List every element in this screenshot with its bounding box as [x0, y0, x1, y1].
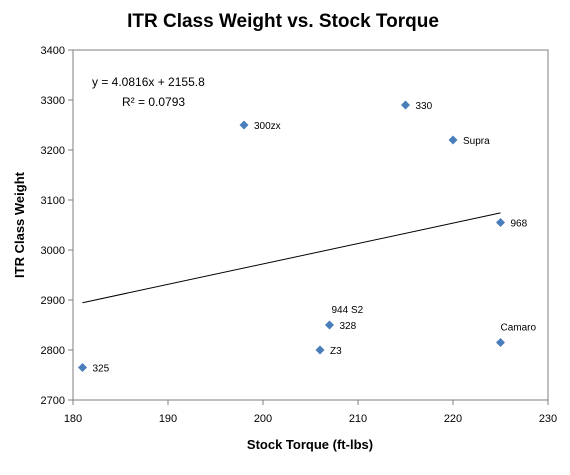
y-tick-label: 3000 — [41, 245, 65, 257]
data-point-marker — [78, 363, 87, 372]
data-point-marker — [239, 120, 249, 130]
data-points: 325 300zx Z3 944 S2 328 330 Supra 968 Camaro — [78, 100, 537, 375]
y-tick-label: 2900 — [41, 295, 65, 307]
data-point-label: 328 — [340, 321, 357, 332]
data-point-label: Supra — [463, 136, 490, 147]
y-tick-label: 3300 — [41, 95, 65, 107]
data-point-label: 944 S2 — [332, 305, 364, 316]
data-point-marker — [496, 338, 505, 347]
y-tick-label: 3400 — [41, 45, 65, 57]
chart-title: ITR Class Weight vs. Stock Torque — [127, 11, 439, 32]
axis-ticks: 2700 2800 2900 3000 3100 3200 3300 3400 180 190 20… — [41, 45, 558, 425]
x-tick-label: 220 — [444, 413, 462, 425]
data-point-label: 330 — [416, 101, 433, 112]
data-point-marker — [401, 100, 410, 110]
data-point-marker — [325, 320, 334, 330]
x-tick-label: 200 — [254, 413, 272, 425]
x-tick-label: 210 — [349, 413, 367, 425]
y-tick-label: 2800 — [41, 345, 65, 357]
trend-r-squared: R² = 0.0793 — [122, 95, 185, 109]
x-tick-label: 180 — [64, 413, 82, 425]
y-tick-label: 2700 — [41, 395, 65, 407]
plot-area — [72, 49, 549, 401]
x-tick-label: 190 — [159, 413, 177, 425]
data-point-marker — [448, 135, 458, 145]
data-point-label: Camaro — [501, 323, 537, 334]
data-point-marker — [315, 345, 325, 355]
data-point-label: 968 — [511, 219, 528, 230]
data-point-label: Z3 — [330, 346, 342, 357]
data-point-label: 325 — [93, 364, 110, 375]
trend-equation: y = 4.0816x + 2155.8 — [92, 75, 205, 89]
y-tick-label: 3100 — [41, 195, 65, 207]
y-axis-label: ITR Class Weight — [12, 171, 27, 278]
x-axis-label: Stock Torque (ft-lbs) — [247, 437, 373, 452]
data-point-marker — [496, 218, 505, 227]
data-point-label: 300zx — [254, 121, 281, 132]
y-tick-label: 3200 — [41, 145, 65, 157]
x-tick-label: 230 — [539, 413, 557, 425]
trendline — [82, 212, 501, 304]
